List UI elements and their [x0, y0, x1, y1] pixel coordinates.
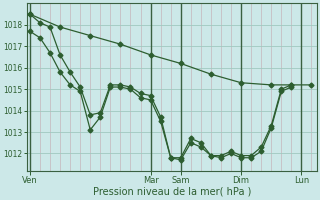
X-axis label: Pression niveau de la mer( hPa ): Pression niveau de la mer( hPa ) — [92, 187, 251, 197]
